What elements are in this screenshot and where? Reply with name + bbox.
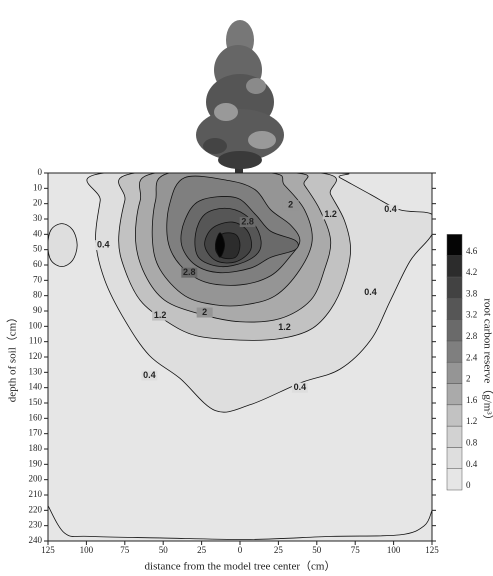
y-tick-label: 200 bbox=[29, 474, 43, 484]
contour-band bbox=[215, 232, 226, 258]
colorbar-swatch bbox=[446, 383, 463, 406]
y-tick-label: 10 bbox=[33, 182, 43, 192]
colorbar-swatch bbox=[446, 276, 463, 299]
colorbar-label: 1.6 bbox=[466, 395, 478, 405]
colorbar-swatch bbox=[446, 468, 463, 491]
x-axis-title: distance from the model tree center（cm） bbox=[145, 560, 336, 573]
colorbar-swatch bbox=[446, 319, 463, 342]
colorbar-label: 2.4 bbox=[466, 352, 478, 362]
contour-label-bg bbox=[276, 322, 293, 333]
y-tick-label: 190 bbox=[29, 458, 43, 468]
colorbar-swatch bbox=[446, 447, 463, 469]
y-tick-label: 100 bbox=[29, 320, 43, 330]
contour-label: 0.4 bbox=[384, 204, 397, 214]
colorbar-label: 2.8 bbox=[466, 331, 478, 341]
contour-label: 0.4 bbox=[294, 382, 307, 392]
x-tick-label: 125 bbox=[425, 545, 439, 555]
contour-label-bg bbox=[141, 370, 158, 381]
contour-label: 1.2 bbox=[154, 310, 167, 320]
tree-illustration bbox=[196, 20, 284, 174]
contour-label-bg bbox=[152, 310, 169, 321]
contour-label: 0.4 bbox=[97, 239, 110, 249]
y-tick-label: 40 bbox=[33, 228, 43, 238]
contour-label-bg bbox=[282, 200, 299, 211]
contour-label-bg bbox=[95, 240, 112, 251]
x-tick-label: 125 bbox=[41, 545, 55, 555]
colorbar-swatch bbox=[446, 340, 463, 363]
colorbar-label: 0 bbox=[466, 480, 471, 490]
y-tick-label: 160 bbox=[29, 412, 43, 422]
contour-label: 2.8 bbox=[183, 267, 196, 277]
y-tick-label: 140 bbox=[29, 382, 43, 392]
contour-label: 1.2 bbox=[278, 322, 291, 332]
colorbar-label: 4.6 bbox=[466, 246, 478, 256]
contour-label-bg bbox=[239, 217, 256, 228]
colorbar-label: 0.8 bbox=[466, 437, 478, 447]
contour-label-bg bbox=[382, 204, 399, 215]
contour-label: 0.4 bbox=[143, 370, 156, 380]
colorbar-swatch bbox=[446, 234, 463, 256]
x-tick-label: 0 bbox=[238, 545, 243, 555]
x-tick-label: 100 bbox=[80, 545, 94, 555]
colorbar-label: 4.2 bbox=[466, 267, 477, 277]
x-tick-label: 75 bbox=[120, 545, 130, 555]
y-tick-label: 20 bbox=[33, 198, 43, 208]
contour-label-bg bbox=[181, 267, 198, 278]
contour-label: 2 bbox=[202, 307, 207, 317]
colorbar-label: 3.2 bbox=[466, 310, 477, 320]
y-tick-label: 210 bbox=[29, 489, 43, 499]
y-tick-label: 220 bbox=[29, 504, 43, 514]
y-axis-title: depth of soil（cm） bbox=[6, 312, 19, 402]
contour-label-bg bbox=[322, 209, 339, 220]
contour-label: 2 bbox=[288, 200, 293, 210]
contour-band bbox=[48, 505, 432, 540]
y-tick-label: 130 bbox=[29, 366, 43, 376]
contour-band bbox=[48, 223, 78, 267]
y-tick-label: 110 bbox=[29, 336, 43, 346]
colorbar-swatch bbox=[446, 298, 463, 320]
y-tick-label: 180 bbox=[29, 443, 43, 453]
x-tick-label: 25 bbox=[197, 545, 207, 555]
contour-label-bg bbox=[291, 382, 308, 393]
contour-label: 2.8 bbox=[241, 216, 254, 226]
contour-label: 0.4 bbox=[364, 287, 377, 297]
colorbar-label: 3.8 bbox=[466, 288, 478, 298]
colorbar-swatch bbox=[446, 361, 463, 384]
y-tick-label: 60 bbox=[33, 259, 43, 269]
colorbar-swatch bbox=[446, 425, 463, 448]
y-tick-label: 50 bbox=[33, 244, 43, 254]
x-tick-label: 50 bbox=[312, 545, 322, 555]
colorbar-title: root carbon reserve（g/m³） bbox=[481, 298, 493, 425]
y-tick-label: 0 bbox=[38, 167, 43, 177]
colorbar-label: 2 bbox=[466, 374, 471, 384]
y-tick-label: 80 bbox=[33, 290, 43, 300]
colorbar-swatch bbox=[446, 255, 463, 278]
x-tick-label: 100 bbox=[387, 545, 401, 555]
y-tick-label: 70 bbox=[33, 274, 43, 284]
y-tick-label: 150 bbox=[29, 397, 43, 407]
y-tick-label: 30 bbox=[33, 213, 43, 223]
colorbar-label: 1.2 bbox=[466, 416, 477, 426]
contour-label-bg bbox=[196, 307, 213, 318]
x-tick-label: 25 bbox=[274, 545, 284, 555]
y-tick-label: 120 bbox=[29, 351, 43, 361]
y-tick-label: 170 bbox=[29, 428, 43, 438]
y-tick-label: 240 bbox=[29, 535, 43, 545]
x-tick-label: 50 bbox=[159, 545, 169, 555]
contour-label-bg bbox=[362, 287, 379, 298]
contour-label: 1.2 bbox=[324, 209, 337, 219]
x-tick-label: 75 bbox=[351, 545, 361, 555]
colorbar-swatch bbox=[446, 404, 463, 427]
y-tick-label: 230 bbox=[29, 520, 43, 530]
colorbar-label: 0.4 bbox=[466, 459, 478, 469]
y-tick-label: 90 bbox=[33, 305, 43, 315]
